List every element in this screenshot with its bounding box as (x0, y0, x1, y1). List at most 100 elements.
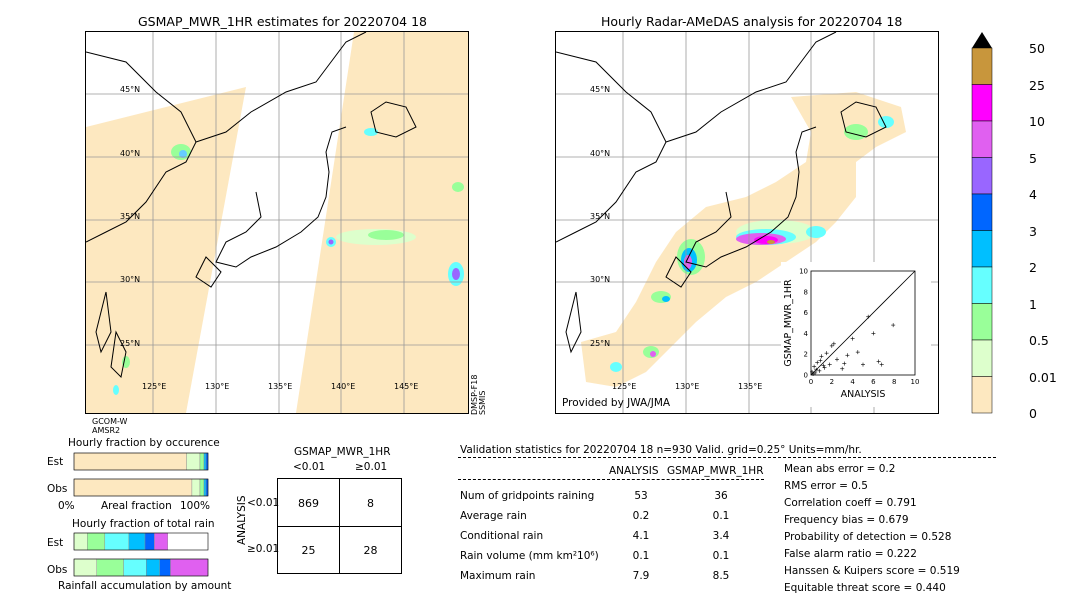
total-rain-title: Hourly fraction of total rain (72, 518, 215, 530)
contingency-cell: 8 (367, 497, 374, 510)
lat-label: 35°N (120, 212, 141, 221)
credit-label: Provided by JWA/JMA (562, 397, 671, 409)
total-rain-bars (73, 532, 209, 577)
scatter-x-tick: 4 (850, 378, 855, 386)
colorbar-tick-label: 2 (1029, 260, 1037, 275)
colorbar-arrow (972, 32, 992, 48)
scatter-x-tick: 8 (892, 378, 896, 386)
lon-label: 135°E (738, 382, 763, 391)
lon-label: 125°E (612, 382, 637, 391)
occurrence-title: Hourly fraction by occurence (68, 437, 220, 449)
scatter-diagonal (810, 270, 916, 376)
validation-col-analysis: ANALYSIS (609, 465, 659, 477)
rain-patch (452, 268, 460, 280)
scatter-y-tick: 4 (804, 330, 809, 338)
sat-label-right: DMSP-F18 SSMIS (470, 375, 487, 415)
validation-row-label: Maximum rain (460, 570, 536, 582)
lat-label: 45°N (590, 85, 611, 94)
scatter-point (831, 341, 836, 346)
scatter-y-tick: 0 (804, 372, 808, 380)
lat-label: 30°N (120, 275, 141, 284)
sat-name: GCOM-W (92, 417, 128, 426)
validation-score: Probability of detection = 0.528 (784, 531, 952, 543)
stacked-bar-segment (73, 478, 193, 497)
rain-patch (806, 226, 826, 238)
colorbar-segment (971, 47, 993, 85)
colorbar-tick-label: 0.5 (1029, 333, 1049, 348)
validation-row-gsmap: 0.1 (712, 550, 730, 562)
contingency-cell: 25 (301, 544, 316, 557)
scatter-x-tick: 10 (911, 378, 920, 386)
validation-row-analysis: 7.9 (632, 570, 650, 582)
scatter-y-tick: 10 (799, 268, 808, 276)
validation-col-gsmap: GSMAP_MWR_1HR (667, 465, 764, 477)
validation-row-label: Num of gridpoints raining (460, 490, 595, 502)
left-swath-west (86, 87, 246, 413)
lat-label: 40°N (590, 149, 611, 158)
occurrence-axis-right: 100% (180, 500, 211, 512)
lon-label: 140°E (331, 382, 356, 391)
scatter-point (817, 368, 822, 373)
stacked-bar-segment (203, 452, 207, 471)
rain-patch (179, 150, 187, 158)
stacked-bar-segment (205, 478, 209, 497)
validation-row-gsmap: 8.5 (712, 570, 730, 582)
rain-patch (364, 128, 378, 136)
left-map-canvas (86, 32, 468, 413)
stacked-bar-segment (203, 478, 207, 497)
validation-header: Validation statistics for 20220704 18 n=… (460, 444, 862, 456)
lon-label: 130°E (675, 382, 700, 391)
left-swath-east (296, 32, 468, 413)
validation-row-label: Rain volume (mm km²10⁶) (460, 550, 599, 562)
colorbar-segment (971, 266, 993, 304)
contingency-row-header: <0.01 (247, 497, 280, 509)
scatter-y-tick: 6 (804, 309, 809, 317)
contingency-row-axis: ANALYSIS (236, 495, 248, 545)
scatter-point (835, 357, 839, 362)
scatter-point (821, 363, 826, 368)
scatter-point (811, 371, 816, 376)
contingency-col-header: ≥0.01 (355, 461, 388, 473)
lat-label: 25°N (590, 339, 611, 348)
scatter-point (871, 331, 876, 336)
occurrence-axis-left: 0% (58, 500, 75, 512)
stacked-bar-frame (73, 452, 209, 471)
scatter-point (815, 360, 820, 365)
lat-label: 35°N (590, 212, 611, 221)
colorbar-segment (971, 339, 993, 377)
left-coastline (86, 32, 417, 379)
scatter-point (850, 336, 855, 341)
validation-score: Hanssen & Kuipers score = 0.519 (784, 565, 960, 577)
colorbar-tick-label: 0 (1029, 406, 1037, 421)
lat-label: 25°N (120, 339, 141, 348)
scatter-point (845, 353, 850, 358)
stacked-bar-segment (96, 558, 124, 577)
scatter-point (829, 343, 834, 348)
sat-sensor: AMSR2 (92, 426, 121, 435)
validation-row-label: Conditional rain (460, 530, 544, 542)
contingency-row-header: ≥0.01 (247, 543, 280, 555)
stacked-bar-segment (154, 532, 169, 551)
stacked-bar-segment (123, 558, 147, 577)
colorbar-segment (971, 230, 993, 268)
colorbar-tick-label: 5 (1029, 150, 1037, 166)
stacked-bar-segment (73, 532, 88, 551)
scatter-plot: 00 2 2 4 4 6 6 8 8 10 10 ANALYSIS GSMAP_MWR_1HR (783, 268, 920, 401)
validation-row-gsmap: 0.1 (712, 510, 730, 522)
scatter-point (827, 362, 832, 367)
stacked-bar-segment (146, 558, 160, 577)
right-map-title: Hourly Radar-AMeDAS analysis for 2022070… (601, 14, 903, 29)
lat-label: 45°N (120, 85, 141, 94)
colorbar-segment (971, 84, 993, 122)
stacked-bar-frame (73, 558, 209, 577)
contingency-title: GSMAP_MWR_1HR (294, 446, 391, 458)
scatter-point (819, 354, 824, 359)
scatter-point (822, 365, 827, 370)
colorbar-tick-label: 1 (1029, 296, 1037, 312)
rain-patch (328, 239, 334, 245)
contingency-col-header: <0.01 (293, 461, 326, 473)
rain-patch (122, 356, 130, 368)
right-map: 45°N 40°N 35°N 30°N 25°N 125°E 130°E 135… (555, 31, 939, 414)
stacked-bar-segment (191, 478, 201, 497)
validation-divider (458, 457, 996, 458)
